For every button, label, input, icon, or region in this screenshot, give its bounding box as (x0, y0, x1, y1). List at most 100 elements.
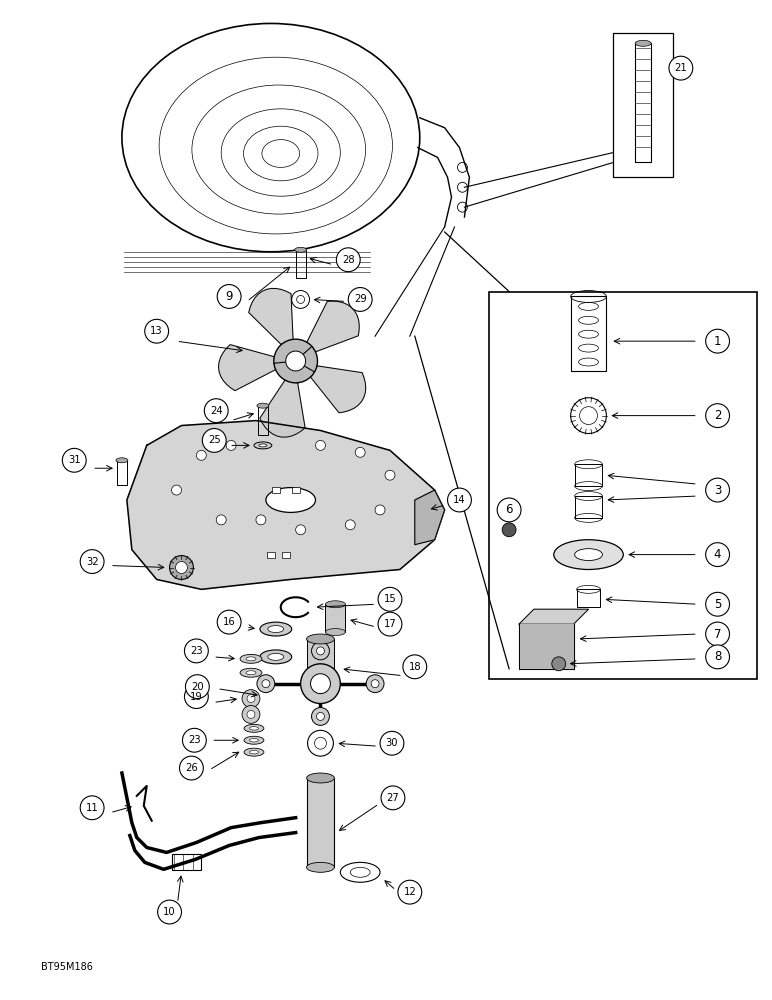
Polygon shape (218, 345, 276, 391)
Circle shape (63, 448, 86, 472)
Ellipse shape (268, 653, 284, 660)
Polygon shape (260, 380, 305, 437)
Bar (171, 854, 201, 870)
Bar (326, 604, 345, 632)
Bar (571, 296, 606, 371)
Circle shape (371, 680, 379, 688)
Bar (296, 250, 306, 278)
Bar (613, 33, 673, 177)
Bar (574, 496, 602, 518)
Circle shape (375, 505, 385, 515)
Ellipse shape (574, 549, 602, 561)
Circle shape (385, 470, 395, 480)
Ellipse shape (326, 601, 345, 608)
Text: 15: 15 (384, 594, 396, 604)
Circle shape (378, 587, 402, 611)
Circle shape (274, 339, 317, 383)
Circle shape (196, 450, 206, 460)
Ellipse shape (249, 739, 259, 742)
Circle shape (312, 642, 330, 660)
Bar (292, 487, 300, 493)
Text: 23: 23 (188, 735, 201, 745)
Ellipse shape (240, 654, 262, 663)
Text: 24: 24 (210, 406, 222, 416)
Circle shape (300, 664, 340, 704)
Circle shape (226, 440, 236, 450)
Text: 10: 10 (163, 907, 176, 917)
Ellipse shape (306, 862, 334, 872)
Circle shape (144, 319, 168, 343)
Circle shape (80, 796, 104, 820)
Text: 26: 26 (185, 763, 198, 773)
Ellipse shape (554, 540, 623, 569)
Bar (117, 460, 127, 485)
Ellipse shape (635, 40, 651, 46)
Polygon shape (519, 609, 588, 624)
Circle shape (706, 622, 730, 646)
Bar (282, 552, 290, 558)
Circle shape (242, 706, 260, 723)
Ellipse shape (306, 773, 334, 783)
Circle shape (217, 285, 241, 308)
Ellipse shape (246, 671, 256, 675)
Text: 8: 8 (714, 650, 721, 663)
Bar (306, 639, 334, 669)
Text: 25: 25 (208, 435, 221, 445)
Circle shape (296, 525, 306, 535)
Circle shape (552, 657, 566, 671)
Ellipse shape (268, 626, 284, 633)
Text: 2: 2 (714, 409, 721, 422)
Ellipse shape (257, 403, 269, 408)
Circle shape (216, 515, 226, 525)
Circle shape (337, 248, 361, 272)
Circle shape (403, 655, 427, 679)
Circle shape (170, 556, 194, 579)
Text: 1: 1 (714, 335, 721, 348)
Text: 32: 32 (86, 557, 99, 567)
Circle shape (706, 478, 730, 502)
Circle shape (497, 498, 521, 522)
Text: 7: 7 (714, 628, 721, 641)
Circle shape (316, 440, 326, 450)
Ellipse shape (240, 668, 262, 677)
Ellipse shape (246, 657, 256, 661)
Text: 16: 16 (223, 617, 235, 627)
Text: 12: 12 (404, 887, 416, 897)
Circle shape (448, 488, 472, 512)
Ellipse shape (326, 629, 345, 636)
Ellipse shape (249, 727, 259, 730)
Circle shape (202, 429, 226, 452)
Circle shape (182, 728, 206, 752)
Circle shape (180, 756, 203, 780)
Circle shape (175, 562, 188, 573)
Circle shape (257, 675, 275, 693)
Circle shape (378, 612, 402, 636)
Text: 31: 31 (68, 455, 80, 465)
Polygon shape (415, 490, 445, 545)
Polygon shape (306, 301, 359, 352)
Bar (574, 464, 602, 486)
Text: 4: 4 (714, 548, 721, 561)
Text: 9: 9 (225, 290, 233, 303)
Text: 30: 30 (386, 738, 398, 748)
Bar (489, 292, 757, 679)
Ellipse shape (244, 748, 264, 756)
Circle shape (398, 880, 422, 904)
Text: 28: 28 (342, 255, 354, 265)
Text: 23: 23 (190, 646, 203, 656)
Text: 13: 13 (151, 326, 163, 336)
Bar (306, 778, 334, 867)
Text: 6: 6 (506, 503, 513, 516)
Circle shape (345, 520, 355, 530)
Circle shape (317, 647, 324, 655)
Ellipse shape (254, 442, 272, 449)
Circle shape (310, 674, 330, 694)
Circle shape (171, 485, 181, 495)
Text: 20: 20 (191, 682, 204, 692)
Ellipse shape (244, 724, 264, 732)
Circle shape (242, 690, 260, 707)
Polygon shape (310, 366, 366, 413)
Circle shape (185, 685, 208, 708)
Circle shape (348, 288, 372, 311)
Text: 19: 19 (190, 692, 203, 702)
